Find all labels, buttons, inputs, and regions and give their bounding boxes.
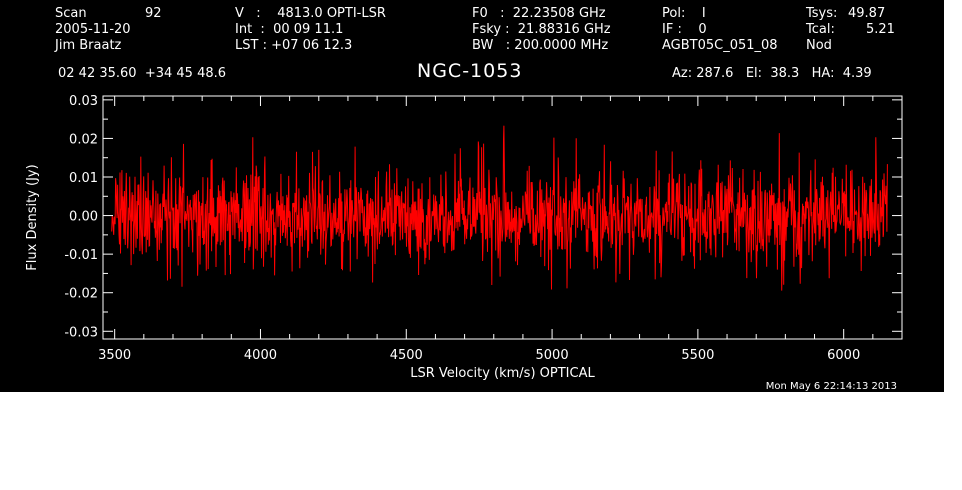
x-tick-label: 4500 (390, 348, 423, 363)
spectrum-chart: 3500 4000 4500 5000 5500 6000 -0.03 -0.02 -0.01 0… (25, 94, 903, 392)
chart-axes: 3500 4000 4500 5000 5500 6000 -0.03 -0.02 -0.01 0… (64, 94, 903, 363)
y-tick-label: -0.02 (64, 287, 98, 302)
x-tick-label: 5500 (681, 348, 714, 363)
y-tick-label: 0.00 (69, 210, 98, 225)
tcal-value: 5.21 (866, 22, 895, 37)
y-tick-label: 0.02 (69, 132, 98, 147)
tsys-label: Tsys: (806, 6, 838, 21)
scan-label: Scan (55, 6, 87, 21)
plot-timestamp: Mon May 6 22:14:13 2013 (766, 381, 897, 392)
polarization: Pol: I (662, 6, 706, 21)
switching-mode: Nod (806, 38, 832, 53)
source-name: NGC-1053 (417, 60, 523, 82)
plot-panel: Scan 92 2005-11-20 Jim Braatz V : 4813.0… (0, 0, 944, 392)
sky-frequency: Fsky : 21.88316 GHz (472, 22, 611, 37)
tcal-label: Tcal: (806, 22, 835, 37)
if-number: IF : 0 (662, 22, 707, 37)
x-axis-label: LSR Velocity (km/s) OPTICAL (410, 366, 595, 381)
x-tick-label: 6000 (827, 348, 860, 363)
scan-number: 92 (145, 6, 162, 21)
lst-info: LST : +07 06 12.3 (235, 38, 353, 53)
x-tick-label: 3500 (98, 348, 131, 363)
y-tick-label: -0.01 (64, 248, 98, 263)
y-tick-label: 0.03 (69, 94, 98, 109)
integration-time: Int : 00 09 11.1 (235, 22, 344, 37)
az-el-ha: Az: 287.6 El: 38.3 HA: 4.39 (672, 66, 872, 81)
tsys-value: 49.87 (848, 6, 886, 21)
rest-frequency: F0 : 22.23508 GHz (472, 6, 606, 21)
velocity-info: V : 4813.0 OPTI-LSR (235, 6, 386, 21)
spectrum-line (111, 125, 888, 291)
y-axis-label: Flux Density (Jy) (25, 164, 40, 270)
bandwidth: BW : 200.0000 MHz (472, 38, 609, 53)
source-coordinates: 02 42 35.60 +34 45 48.6 (58, 66, 227, 81)
x-tick-label: 4000 (244, 348, 277, 363)
project-id: AGBT05C_051_08 (662, 38, 778, 53)
spectrum-trace (111, 125, 888, 291)
observer-name: Jim Braatz (55, 38, 122, 53)
y-tick-label: -0.03 (64, 325, 98, 340)
plot-frame (102, 95, 903, 340)
observation-date: 2005-11-20 (55, 22, 131, 37)
x-tick-label: 5000 (536, 348, 569, 363)
y-tick-label: 0.01 (69, 171, 98, 186)
